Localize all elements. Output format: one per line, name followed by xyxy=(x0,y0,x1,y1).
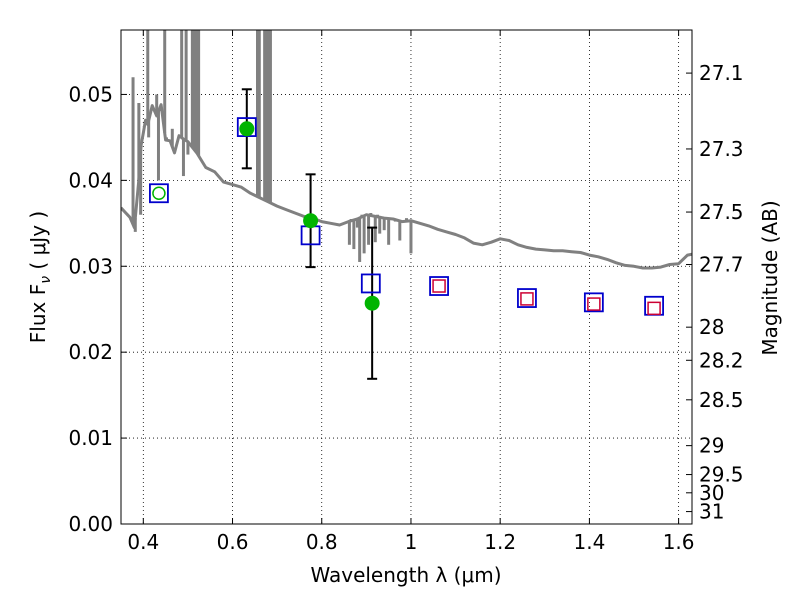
green-circle-marker xyxy=(303,213,319,229)
y-tick-label: 0.02 xyxy=(68,340,113,364)
y2-tick-label: 31 xyxy=(699,500,724,524)
blue-square-marker xyxy=(429,276,449,296)
x-tick-label: 1 xyxy=(405,530,418,554)
green-circle-marker xyxy=(239,121,255,137)
x-tick-label: 1.4 xyxy=(573,530,605,554)
red-square-marker xyxy=(587,297,601,311)
photometry-points xyxy=(149,88,664,380)
y2-tick-label: 30 xyxy=(699,481,724,505)
y2-tick-label: 28 xyxy=(699,315,724,339)
y2-tick-label: 29 xyxy=(699,434,724,458)
x-tick-label: 1.6 xyxy=(663,530,695,554)
blue-square-marker xyxy=(517,288,537,308)
blue-square-marker xyxy=(583,292,604,313)
y-tick-label: 0.04 xyxy=(68,168,113,192)
red-square-marker xyxy=(647,301,661,316)
y2-tick-label: 27.3 xyxy=(699,137,744,161)
y2-axis-title: Magnitude (AB) xyxy=(758,200,782,355)
plot-frame xyxy=(120,29,693,525)
y-tick-label: 0.01 xyxy=(68,426,113,450)
y2-tick-label: 28.2 xyxy=(699,348,744,372)
y-axis-left: 0.00 0.01 0.02 0.03 0.04 0.05 xyxy=(68,82,127,536)
y-tick-label: 0.05 xyxy=(68,82,113,106)
y-axis-title-subscript: ν xyxy=(38,276,54,284)
blue-square-marker xyxy=(149,183,169,204)
green-circle-marker xyxy=(152,186,166,200)
x-tick-label: 1.2 xyxy=(484,530,516,554)
x-tick-label: 0.8 xyxy=(306,530,338,554)
y2-tick-label: 27.7 xyxy=(699,253,744,277)
grid xyxy=(121,30,692,525)
y-axis-title: Flux Fν ( μJy ) xyxy=(26,211,54,343)
y-axis-title-unit: ( μJy ) xyxy=(26,211,50,276)
y-tick-label: 0.00 xyxy=(68,512,113,536)
x-axis: 0.4 0.6 0.8 1 1.2 1.4 1.6 xyxy=(127,30,695,554)
red-square-marker xyxy=(432,279,446,293)
y2-tick-label: 27.1 xyxy=(699,61,744,85)
y-axis-title-main: Flux F xyxy=(26,284,50,343)
model-spectrum xyxy=(121,30,692,270)
spectrum-line xyxy=(121,103,692,270)
green-circle-marker xyxy=(364,295,380,311)
y2-tick-label: 27.5 xyxy=(699,200,744,224)
blue-square-marker xyxy=(360,273,381,294)
y-tick-label: 0.03 xyxy=(68,254,113,278)
y2-tick-label: 28.5 xyxy=(699,388,744,412)
x-axis-title: Wavelength λ (μm) xyxy=(310,563,501,587)
x-tick-label: 0.6 xyxy=(217,530,249,554)
red-square-marker xyxy=(520,292,534,306)
y2-tick-label: 29.5 xyxy=(699,463,744,487)
x-tick-label: 0.4 xyxy=(127,530,159,554)
